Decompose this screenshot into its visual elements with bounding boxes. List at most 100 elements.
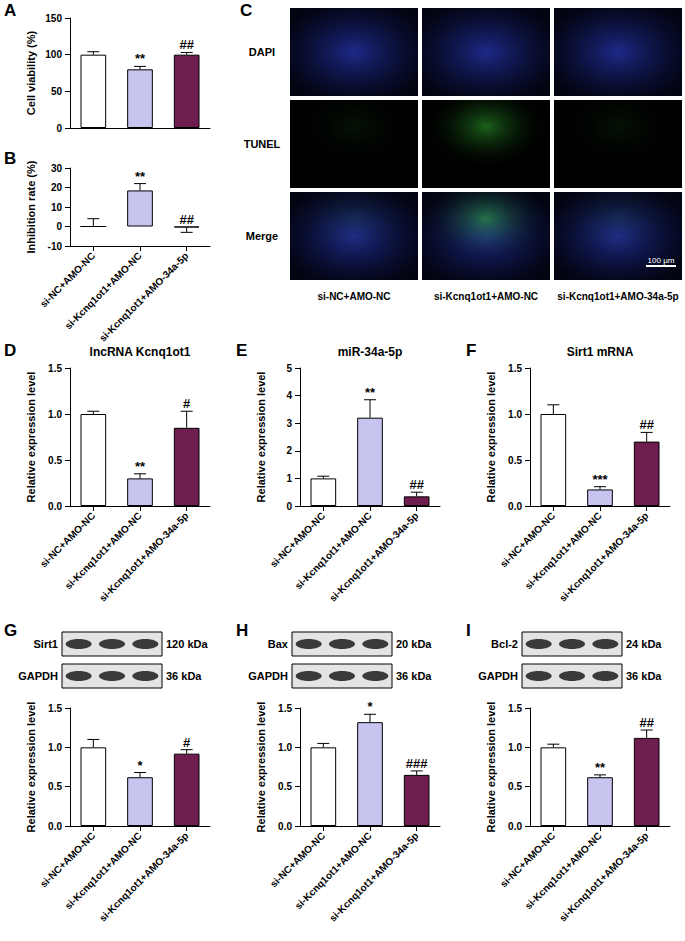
svg-text:1.0: 1.0: [508, 742, 522, 753]
svg-text:0.0: 0.0: [278, 821, 292, 832]
svg-text:Bcl-2: Bcl-2: [491, 638, 518, 650]
svg-text:I: I: [466, 621, 471, 640]
svg-text:4: 4: [286, 390, 292, 401]
svg-text:-10: -10: [48, 241, 63, 252]
svg-text:5: 5: [286, 363, 292, 374]
svg-text:GAPDH: GAPDH: [18, 670, 58, 682]
svg-text:*: *: [367, 699, 373, 714]
svg-text:si-Kcnq1ot1+AMO-34a-5p: si-Kcnq1ot1+AMO-34a-5p: [97, 830, 191, 924]
svg-text:30: 30: [51, 163, 63, 174]
svg-text:1.5: 1.5: [508, 363, 522, 374]
svg-text:Relative expression level: Relative expression level: [485, 702, 497, 833]
svg-text:36 kDa: 36 kDa: [396, 670, 432, 682]
svg-text:GAPDH: GAPDH: [248, 670, 288, 682]
svg-text:si-Kcnq1ot1+AMO-34a-5p: si-Kcnq1ot1+AMO-34a-5p: [557, 830, 651, 924]
svg-text:B: B: [4, 149, 16, 168]
svg-text:Merge: Merge: [246, 230, 278, 242]
svg-text:0: 0: [56, 123, 62, 134]
svg-text:***: ***: [592, 472, 608, 487]
svg-text:Relative expression level: Relative expression level: [255, 372, 267, 503]
svg-text:0.0: 0.0: [508, 501, 522, 512]
svg-text:100 μm: 100 μm: [648, 256, 675, 265]
svg-text:si-Kcnq1ot1+AMO-NC: si-Kcnq1ot1+AMO-NC: [63, 250, 144, 331]
svg-text:si-Kcnq1ot1+AMO-NC: si-Kcnq1ot1+AMO-NC: [523, 830, 604, 911]
svg-text:1.0: 1.0: [48, 409, 62, 420]
svg-text:si-Kcnq1ot1+AMO-NC: si-Kcnq1ot1+AMO-NC: [523, 510, 604, 591]
svg-text:##: ##: [639, 417, 654, 432]
svg-text:Relative expression level: Relative expression level: [255, 702, 267, 833]
svg-text:GAPDH: GAPDH: [478, 670, 518, 682]
svg-text:D: D: [4, 341, 16, 360]
svg-text:3: 3: [286, 418, 292, 429]
svg-text:si-Kcnq1ot1+AMO-34a-5p: si-Kcnq1ot1+AMO-34a-5p: [557, 510, 651, 604]
svg-text:si-Kcnq1ot1+AMO-34a-5p: si-Kcnq1ot1+AMO-34a-5p: [327, 830, 421, 924]
svg-text:1: 1: [286, 473, 292, 484]
svg-text:si-Kcnq1ot1+AMO-34a-5p: si-Kcnq1ot1+AMO-34a-5p: [97, 250, 191, 344]
svg-text:#: #: [183, 396, 191, 411]
svg-text:1.5: 1.5: [278, 703, 292, 714]
svg-text:36 kDa: 36 kDa: [626, 670, 662, 682]
svg-text:si-Kcnq1ot1+AMO-34a-5p: si-Kcnq1ot1+AMO-34a-5p: [327, 510, 421, 604]
svg-text:F: F: [466, 341, 476, 360]
svg-text:0.5: 0.5: [48, 781, 62, 792]
svg-text:si-Kcnq1ot1+AMO-NC: si-Kcnq1ot1+AMO-NC: [63, 830, 144, 911]
svg-text:E: E: [236, 341, 247, 360]
svg-text:*: *: [137, 758, 143, 773]
svg-text:1.5: 1.5: [48, 703, 62, 714]
svg-text:lncRNA Kcnq1ot1: lncRNA Kcnq1ot1: [90, 345, 191, 359]
svg-text:100: 100: [45, 49, 62, 60]
svg-text:Cell viability (%): Cell viability (%): [25, 30, 37, 115]
svg-text:2: 2: [286, 445, 292, 456]
svg-text:1.5: 1.5: [508, 703, 522, 714]
svg-text:0.0: 0.0: [48, 821, 62, 832]
svg-text:Sirt1 mRNA: Sirt1 mRNA: [567, 345, 634, 359]
svg-text:si-Kcnq1ot1+AMO-NC: si-Kcnq1ot1+AMO-NC: [434, 291, 538, 302]
svg-text:A: A: [4, 1, 16, 20]
svg-text:50: 50: [51, 86, 63, 97]
svg-text:0: 0: [286, 501, 292, 512]
svg-text:##: ##: [179, 37, 194, 52]
svg-text:150: 150: [45, 13, 62, 24]
svg-text:0.0: 0.0: [508, 821, 522, 832]
svg-text:1.5: 1.5: [48, 363, 62, 374]
svg-text:0.5: 0.5: [278, 781, 292, 792]
svg-text:24 kDa: 24 kDa: [626, 638, 662, 650]
svg-text:Relative expression level: Relative expression level: [485, 372, 497, 503]
svg-text:###: ###: [406, 756, 428, 771]
svg-text:#: #: [183, 735, 191, 750]
svg-text:10: 10: [51, 202, 63, 213]
svg-text:**: **: [135, 51, 146, 66]
svg-text:si-Kcnq1ot1+AMO-34a-5p: si-Kcnq1ot1+AMO-34a-5p: [97, 510, 191, 604]
svg-text:20: 20: [51, 182, 63, 193]
svg-text:H: H: [236, 621, 248, 640]
svg-text:1.0: 1.0: [48, 742, 62, 753]
svg-text:**: **: [135, 459, 146, 474]
svg-text:0.5: 0.5: [508, 781, 522, 792]
svg-text:C: C: [240, 1, 252, 20]
svg-text:Relative expression level: Relative expression level: [25, 372, 37, 503]
svg-text:G: G: [4, 621, 17, 640]
svg-text:DAPI: DAPI: [249, 46, 275, 58]
svg-text:120 kDa: 120 kDa: [166, 638, 208, 650]
svg-text:0.5: 0.5: [508, 455, 522, 466]
svg-text:si-NC+AMO-NC: si-NC+AMO-NC: [317, 291, 390, 302]
svg-text:**: **: [365, 385, 376, 400]
svg-text:Sirt1: Sirt1: [34, 638, 58, 650]
svg-text:miR-34a-5p: miR-34a-5p: [338, 345, 403, 359]
svg-text:Bax: Bax: [268, 638, 289, 650]
svg-text:si-Kcnq1ot1+AMO-34a-5p: si-Kcnq1ot1+AMO-34a-5p: [557, 291, 678, 302]
svg-text:20 kDa: 20 kDa: [396, 638, 432, 650]
svg-text:##: ##: [179, 212, 194, 227]
svg-text:si-Kcnq1ot1+AMO-NC: si-Kcnq1ot1+AMO-NC: [63, 510, 144, 591]
svg-text:0.0: 0.0: [48, 501, 62, 512]
svg-text:si-Kcnq1ot1+AMO-NC: si-Kcnq1ot1+AMO-NC: [293, 830, 374, 911]
svg-text:0: 0: [56, 221, 62, 232]
svg-text:1.0: 1.0: [508, 409, 522, 420]
svg-text:TUNEL: TUNEL: [244, 138, 281, 150]
svg-text:##: ##: [409, 477, 424, 492]
svg-text:**: **: [135, 169, 146, 184]
svg-text:36 kDa: 36 kDa: [166, 670, 202, 682]
svg-text:**: **: [595, 760, 606, 775]
svg-text:##: ##: [639, 715, 654, 730]
svg-text:1.0: 1.0: [278, 742, 292, 753]
